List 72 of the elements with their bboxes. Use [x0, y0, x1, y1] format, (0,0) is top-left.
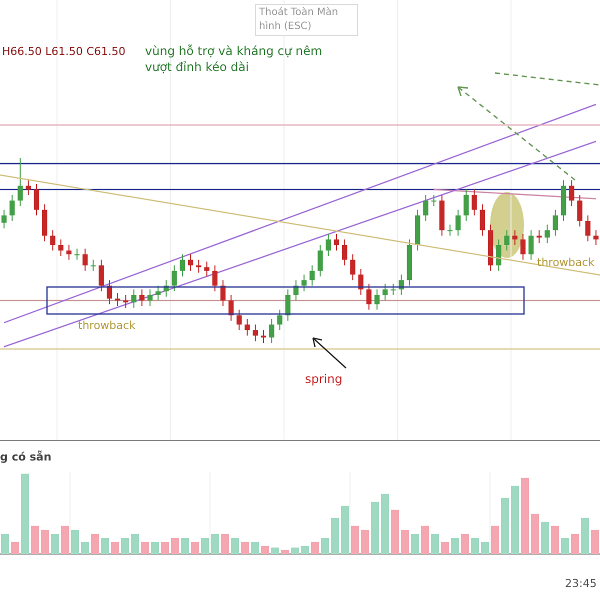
text: 23:45: [565, 577, 597, 591]
bar: [330, 518, 340, 554]
bar: [40, 530, 50, 554]
bar: [430, 534, 440, 554]
bar: [190, 542, 200, 554]
bar: [210, 534, 220, 554]
bar: [390, 510, 400, 554]
bar: [510, 486, 520, 554]
bar: [560, 538, 570, 554]
bar: [570, 534, 580, 554]
bar: [270, 548, 280, 554]
bar: [140, 542, 150, 554]
text: vượt đỉnh kéo dài: [145, 60, 249, 74]
bar: [550, 526, 560, 554]
candlestick: [536, 230, 542, 244]
bar: [340, 506, 350, 554]
bar: [310, 542, 320, 554]
bar: [230, 538, 240, 554]
bar: [350, 526, 360, 554]
bar: [120, 538, 130, 554]
bar: [500, 498, 510, 554]
bar: [580, 518, 590, 554]
candlestick: [204, 261, 210, 277]
bar: [250, 542, 260, 554]
bar: [60, 526, 70, 554]
bar: [300, 546, 310, 554]
bar: [200, 538, 210, 554]
text: H66.50 L61.50 C61.50: [2, 45, 126, 59]
annotation: throwback: [78, 319, 136, 333]
bar: [490, 526, 500, 554]
bar: [160, 542, 170, 554]
text: vùng hỗ trợ và kháng cự nêm: [145, 44, 322, 58]
bar: [0, 534, 10, 554]
bar: [370, 502, 380, 554]
bar: [80, 542, 90, 554]
bar: [410, 534, 420, 554]
bar: [530, 514, 540, 554]
bar: [260, 546, 270, 554]
candlestick: [123, 294, 128, 308]
bar: [360, 530, 370, 554]
bar: [240, 542, 250, 554]
bar: [460, 534, 470, 554]
bar: [170, 538, 180, 554]
bar: [100, 538, 110, 554]
text: spring: [305, 372, 342, 386]
bar: [70, 530, 80, 554]
bar: [470, 538, 480, 554]
annotation: throwback: [537, 256, 594, 270]
text: Thoát Toàn Màn hình (ESC): [255, 4, 358, 36]
bar: [110, 542, 120, 554]
bar: [400, 530, 410, 554]
bar: [440, 542, 450, 554]
bar: [10, 542, 20, 554]
bar: [450, 538, 460, 554]
bar: [420, 526, 430, 554]
bar: [180, 538, 190, 554]
bar: [220, 534, 230, 554]
bar: [30, 526, 40, 554]
bar: [50, 534, 60, 554]
bar: [520, 478, 530, 554]
chart-title: g có sẵn: [0, 450, 52, 464]
bar: [90, 534, 100, 554]
bar: [480, 542, 490, 554]
bar: [290, 548, 300, 554]
bar: [540, 522, 550, 554]
bar: [280, 550, 290, 554]
bar: [320, 538, 330, 554]
bar: [590, 530, 600, 554]
bar: [380, 494, 390, 554]
bar: [130, 534, 140, 554]
bar: [150, 542, 160, 554]
bar: [20, 474, 30, 554]
